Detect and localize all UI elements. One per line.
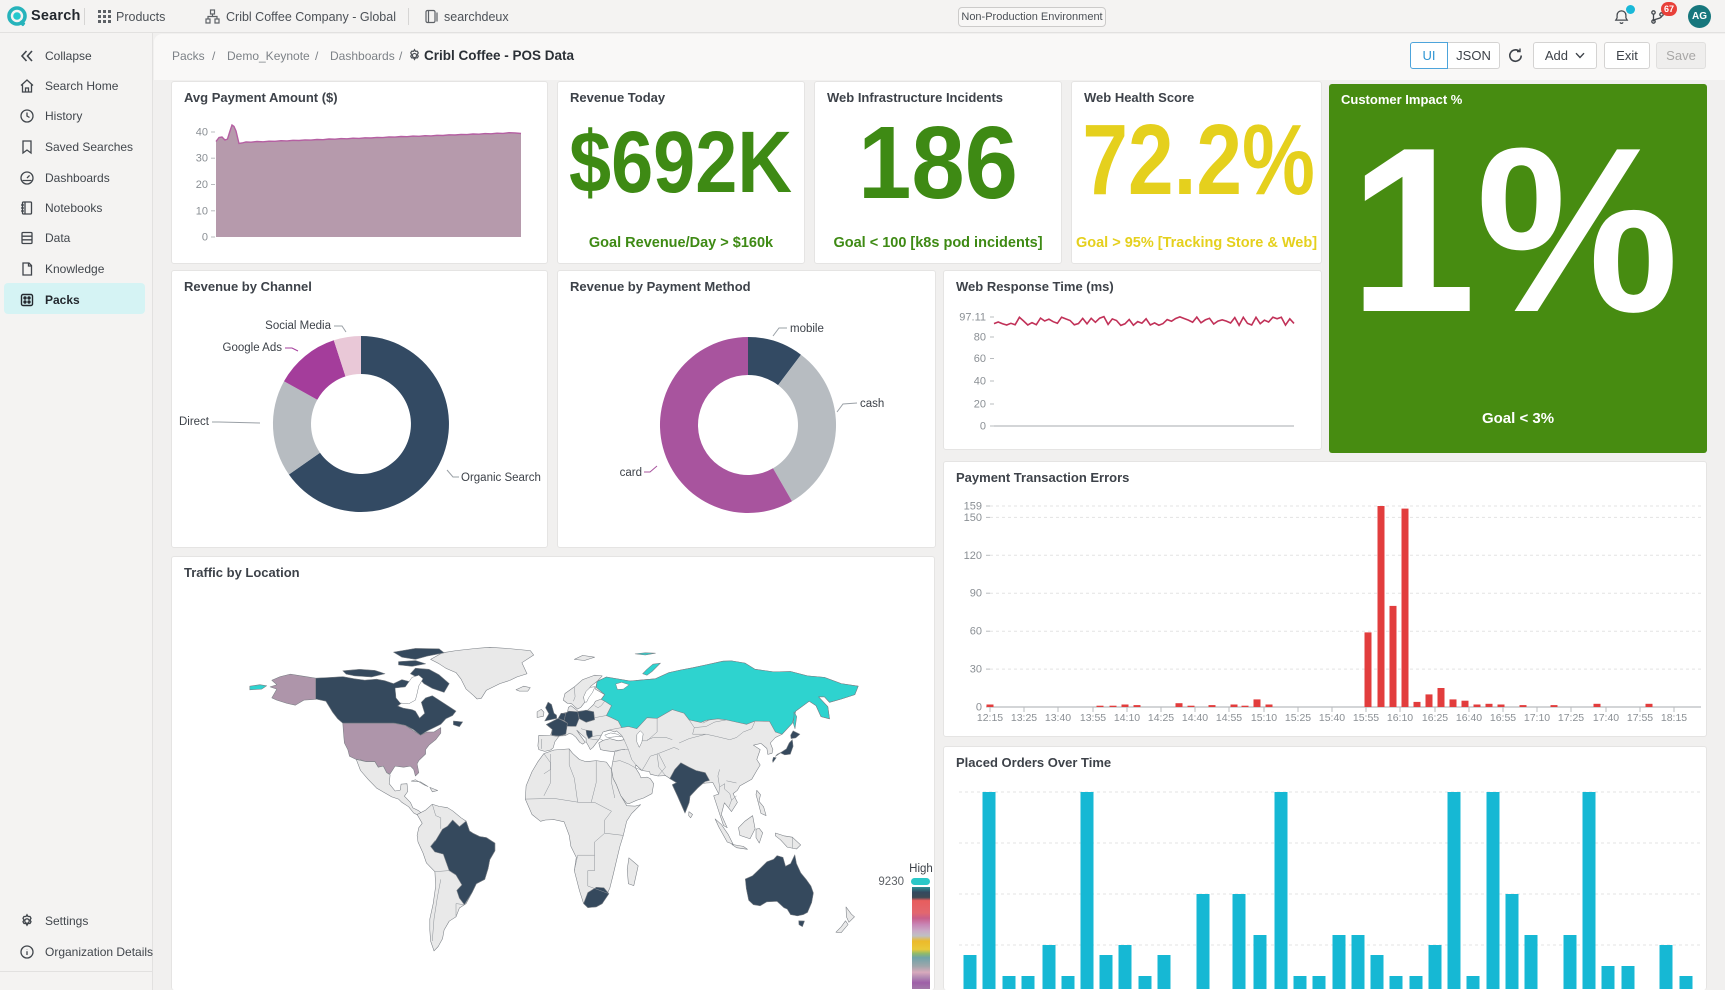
- svg-text:Direct: Direct: [179, 416, 210, 428]
- svg-text:80: 80: [974, 332, 986, 344]
- svg-text:17:25: 17:25: [1558, 712, 1584, 724]
- svg-text:60: 60: [974, 353, 986, 365]
- svg-text:13:25: 13:25: [1011, 712, 1037, 724]
- svg-text:90: 90: [970, 588, 982, 600]
- svg-text:20: 20: [974, 399, 986, 411]
- svg-text:Google Ads: Google Ads: [223, 342, 283, 354]
- svg-text:0: 0: [980, 421, 986, 433]
- svg-text:40: 40: [974, 376, 986, 388]
- svg-text:60: 60: [970, 626, 982, 638]
- svg-text:120: 120: [964, 550, 982, 562]
- svg-text:mobile: mobile: [790, 323, 824, 335]
- svg-text:20: 20: [196, 179, 208, 191]
- svg-text:18:15: 18:15: [1661, 712, 1687, 724]
- svg-text:15:40: 15:40: [1319, 712, 1345, 724]
- svg-text:17:10: 17:10: [1524, 712, 1550, 724]
- svg-text:10: 10: [196, 205, 208, 217]
- svg-text:High: High: [909, 863, 933, 875]
- svg-text:16:55: 16:55: [1490, 712, 1516, 724]
- svg-text:15:10: 15:10: [1251, 712, 1277, 724]
- svg-text:12:15: 12:15: [977, 712, 1003, 724]
- svg-text:Organic Search: Organic Search: [461, 472, 541, 484]
- svg-text:40: 40: [196, 127, 208, 139]
- svg-text:13:40: 13:40: [1045, 712, 1071, 724]
- svg-text:30: 30: [196, 153, 208, 165]
- svg-text:card: card: [620, 467, 642, 479]
- svg-text:16:25: 16:25: [1422, 712, 1448, 724]
- svg-text:14:40: 14:40: [1182, 712, 1208, 724]
- svg-text:97.11: 97.11: [959, 312, 986, 324]
- svg-text:14:55: 14:55: [1216, 712, 1242, 724]
- svg-text:0: 0: [202, 232, 208, 244]
- svg-text:9230: 9230: [878, 876, 904, 888]
- svg-text:15:25: 15:25: [1285, 712, 1311, 724]
- svg-text:0: 0: [976, 702, 982, 714]
- svg-text:15:55: 15:55: [1353, 712, 1379, 724]
- svg-text:159: 159: [964, 501, 982, 513]
- svg-text:17:55: 17:55: [1627, 712, 1653, 724]
- svg-text:14:10: 14:10: [1114, 712, 1140, 724]
- svg-text:cash: cash: [860, 398, 884, 410]
- svg-text:17:40: 17:40: [1593, 712, 1619, 724]
- svg-text:Social Media: Social Media: [265, 320, 331, 332]
- svg-text:16:40: 16:40: [1456, 712, 1482, 724]
- svg-text:16:10: 16:10: [1387, 712, 1413, 724]
- svg-text:14:25: 14:25: [1148, 712, 1174, 724]
- svg-text:30: 30: [970, 664, 982, 676]
- svg-text:13:55: 13:55: [1080, 712, 1106, 724]
- svg-text:150: 150: [964, 512, 982, 524]
